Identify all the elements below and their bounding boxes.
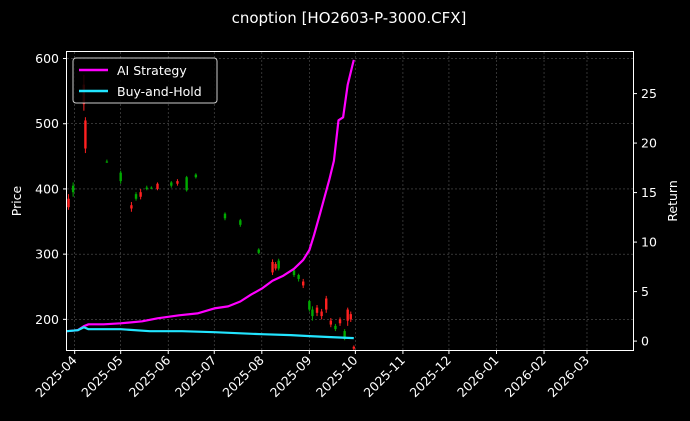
plot-frame (66, 51, 634, 351)
right-axis-label: Return (665, 180, 680, 221)
candle-body (194, 174, 198, 178)
candle-body (315, 307, 319, 313)
buy-and-hold-line (66, 326, 354, 340)
ai-strategy-line (66, 59, 355, 333)
candle-body (119, 172, 122, 182)
candle-body (308, 301, 311, 310)
candle-body (84, 120, 87, 149)
candle-body (271, 261, 274, 273)
candle-body (185, 177, 188, 191)
candle-body (257, 249, 260, 253)
legend: AI Strategy Buy-and-Hold (72, 57, 218, 104)
y2-tick-label: 25 (641, 86, 657, 101)
legend-box (72, 57, 218, 104)
candle-body (346, 309, 349, 321)
candle-body (349, 314, 352, 320)
candle-body (145, 187, 148, 189)
candle-body (156, 183, 159, 189)
y-tick-label: 200 (35, 312, 59, 327)
candle-body (302, 281, 305, 286)
y2-tick-label: 5 (641, 284, 649, 299)
candle-body (334, 325, 337, 330)
candle-body (139, 192, 142, 197)
candle-body (105, 161, 109, 163)
candle-body (352, 346, 356, 349)
candle-body (71, 185, 75, 193)
y2-tick-label: 20 (641, 136, 657, 151)
y-tick-label: 300 (35, 247, 59, 262)
candle-body (150, 187, 153, 189)
y2-tick-label: 10 (641, 235, 657, 250)
candle-body (320, 311, 323, 317)
candle-body (274, 263, 277, 269)
candle-body (325, 298, 328, 310)
candle-body (329, 320, 333, 325)
legend-ai-strategy-label: AI Strategy (117, 63, 187, 78)
y2-tick-label: 0 (641, 334, 649, 349)
left-axis-ticks: 200 300 400 500 600 (35, 51, 67, 327)
right-axis-ticks: 0 5 10 15 20 25 (633, 86, 657, 349)
candle-body (297, 275, 300, 279)
candle-body (311, 309, 314, 317)
candlestick-series (67, 74, 356, 350)
return-lines (66, 59, 355, 340)
y-tick-label: 600 (35, 51, 59, 66)
candle-body (176, 181, 179, 184)
candle-body (223, 213, 227, 219)
candle-body (338, 319, 342, 324)
candle-body (130, 205, 133, 209)
legend-buy-and-hold-label: Buy-and-Hold (117, 84, 202, 99)
candle-body (343, 331, 346, 339)
y-tick-label: 500 (35, 116, 59, 131)
candle-body (239, 220, 242, 225)
candle-body (170, 182, 173, 186)
candle-body (277, 260, 280, 269)
y-tick-label: 400 (35, 181, 59, 196)
left-axis-label: Price (9, 185, 24, 216)
candle-body (67, 198, 70, 208)
candle-body (134, 194, 138, 199)
chart-title: cnoption [HO2603-P-3000.CFX] (232, 9, 467, 27)
candle-body (292, 270, 296, 276)
y2-tick-label: 15 (641, 185, 657, 200)
